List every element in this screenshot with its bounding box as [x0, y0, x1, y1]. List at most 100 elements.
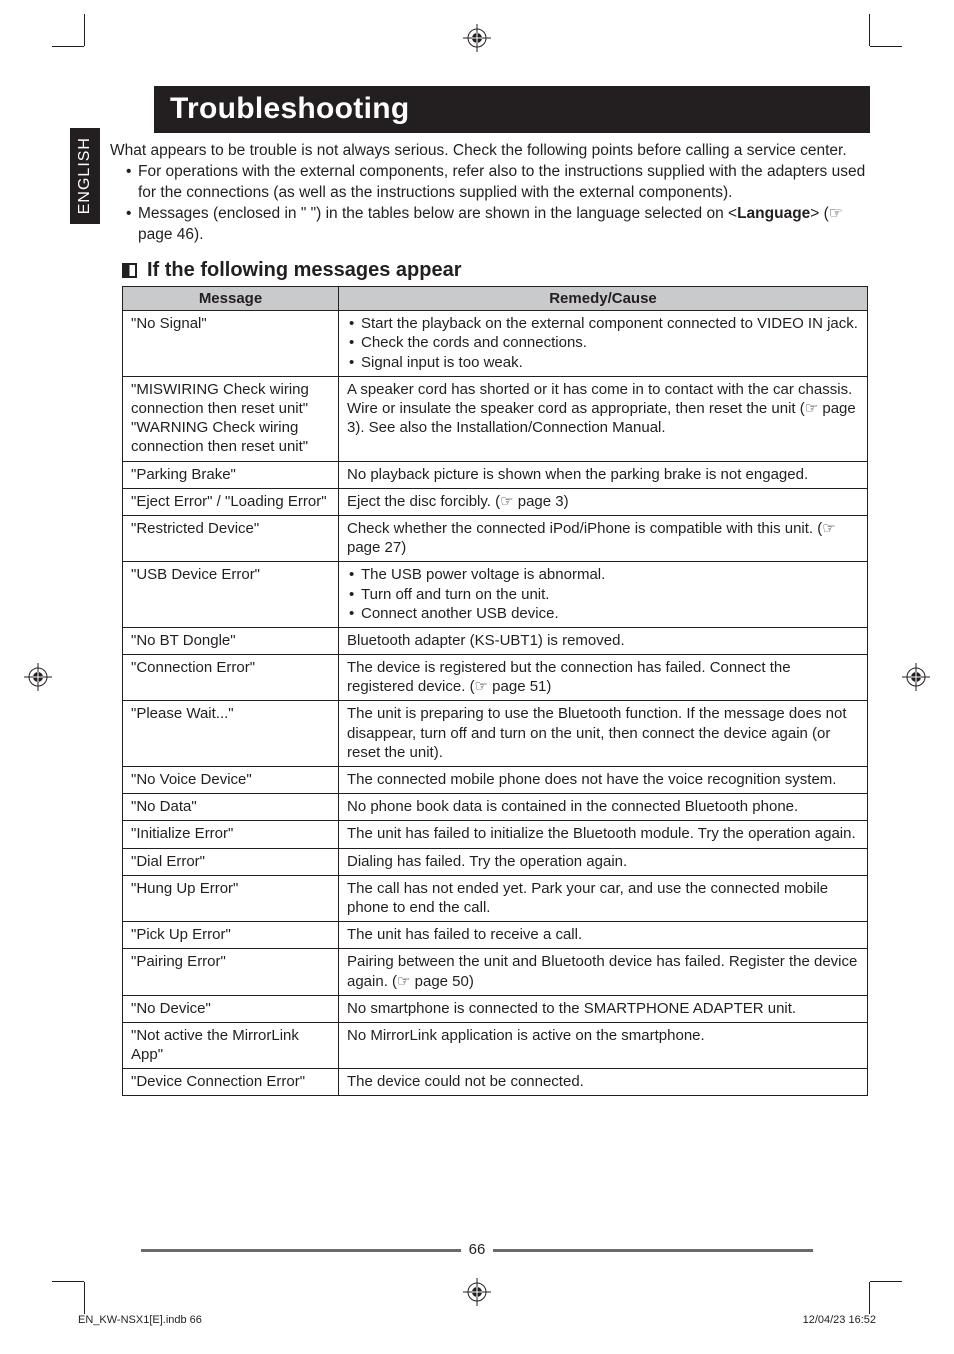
table-cell-remedy: The unit has failed to receive a call. [339, 922, 868, 949]
pager-bar-right-icon [493, 1249, 813, 1252]
table-cell-remedy: No phone book data is contained in the c… [339, 794, 868, 821]
registration-mark-icon [24, 663, 52, 691]
table-cell-message: "No Data" [123, 794, 339, 821]
language-side-tab: ENGLISH [70, 128, 100, 224]
intro-bullets: For operations with the external compone… [110, 162, 870, 245]
crop-mark-icon [869, 14, 870, 46]
table-row: "Connection Error"The device is register… [123, 655, 868, 701]
table-row: "Eject Error" / "Loading Error"Eject the… [123, 488, 868, 515]
page-content: Troubleshooting What appears to be troub… [108, 86, 870, 1096]
table-header-row: Message Remedy/Cause [123, 287, 868, 311]
table-cell-remedy: The unit has failed to initialize the Bl… [339, 821, 868, 848]
pager-bar-left-icon [141, 1249, 461, 1252]
table-row: "Pick Up Error"The unit has failed to re… [123, 922, 868, 949]
table-row: "Hung Up Error"The call has not ended ye… [123, 875, 868, 921]
remedy-list-item: Start the playback on the external compo… [347, 314, 859, 333]
page-title: Troubleshooting [170, 92, 854, 126]
language-side-tab-label: ENGLISH [76, 137, 94, 214]
table-row: "No Data"No phone book data is contained… [123, 794, 868, 821]
remedy-list-item: Connect another USB device. [347, 604, 859, 623]
table-row: "Please Wait..."The unit is preparing to… [123, 701, 868, 767]
page-number-bar: 66 [0, 1241, 954, 1260]
table-cell-message: "Please Wait..." [123, 701, 339, 767]
remedy-list-item: Turn off and turn on the unit. [347, 585, 859, 604]
footer-right: 12/04/23 16:52 [803, 1314, 876, 1326]
print-footer: EN_KW-NSX1[E].indb 66 12/04/23 16:52 [78, 1314, 876, 1326]
table-cell-remedy: The call has not ended yet. Park your ca… [339, 875, 868, 921]
remedy-list-item: Check the cords and connections. [347, 333, 859, 352]
intro-bullet: Messages (enclosed in " ") in the tables… [126, 204, 870, 245]
crop-mark-icon [52, 46, 84, 47]
table-cell-remedy: No playback picture is shown when the pa… [339, 461, 868, 488]
footer-left: EN_KW-NSX1[E].indb 66 [78, 1314, 202, 1326]
crop-mark-icon [52, 1281, 84, 1282]
table-cell-message: "No BT Dongle" [123, 627, 339, 654]
intro-bullet: For operations with the external compone… [126, 162, 870, 203]
table-col-message: Message [123, 287, 339, 311]
table-cell-message: "Not active the MirrorLink App" [123, 1022, 339, 1068]
remedy-list-item: The USB power voltage is abnormal. [347, 565, 859, 584]
page-number: 66 [469, 1241, 486, 1260]
table-row: "Pairing Error"Pairing between the unit … [123, 949, 868, 995]
table-row: "Parking Brake"No playback picture is sh… [123, 461, 868, 488]
table-col-remedy: Remedy/Cause [339, 287, 868, 311]
intro-text: What appears to be trouble is not always… [110, 141, 870, 245]
table-row: "No BT Dongle"Bluetooth adapter (KS-UBT1… [123, 627, 868, 654]
table-row: "No Voice Device"The connected mobile ph… [123, 767, 868, 794]
table-cell-message: "Initialize Error" [123, 821, 339, 848]
table-cell-message: "MISWIRING Check wiring connection then … [123, 376, 339, 461]
table-cell-remedy: Pairing between the unit and Bluetooth d… [339, 949, 868, 995]
table-cell-remedy: Bluetooth adapter (KS-UBT1) is removed. [339, 627, 868, 654]
table-cell-message: "Device Connection Error" [123, 1069, 339, 1096]
table-row: "No Signal" Start the playback on the ext… [123, 311, 868, 377]
crop-mark-icon [869, 1282, 870, 1314]
page: ENGLISH Troubleshooting What appears to … [0, 0, 954, 1354]
table-cell-remedy: The USB power voltage is abnormal.Turn o… [339, 562, 868, 628]
crop-mark-icon [84, 1282, 85, 1314]
table-row: "Device Connection Error"The device coul… [123, 1069, 868, 1096]
crop-mark-icon [870, 46, 902, 47]
table-cell-message: "Pairing Error" [123, 949, 339, 995]
table-cell-message: "No Signal" [123, 311, 339, 377]
table-cell-message: "Dial Error" [123, 848, 339, 875]
table-cell-message: "Parking Brake" [123, 461, 339, 488]
section-bullet-icon [122, 263, 137, 278]
table-cell-remedy: The device could not be connected. [339, 1069, 868, 1096]
table-row: "Not active the MirrorLink App"No Mirror… [123, 1022, 868, 1068]
table-cell-message: "Restricted Device" [123, 515, 339, 561]
table-cell-remedy: No smartphone is connected to the SMARTP… [339, 995, 868, 1022]
table-cell-message: "No Voice Device" [123, 767, 339, 794]
table-cell-remedy: Dialing has failed. Try the operation ag… [339, 848, 868, 875]
table-row: "Initialize Error"The unit has failed to… [123, 821, 868, 848]
remedy-list-item: Signal input is too weak. [347, 353, 859, 372]
table-cell-message: "Hung Up Error" [123, 875, 339, 921]
crop-mark-icon [870, 1281, 902, 1282]
messages-table: Message Remedy/Cause "No Signal" Start th… [122, 286, 868, 1096]
table-cell-message: "Eject Error" / "Loading Error" [123, 488, 339, 515]
table-cell-remedy: A speaker cord has shorted or it has com… [339, 376, 868, 461]
table-row: "Dial Error"Dialing has failed. Try the … [123, 848, 868, 875]
table-cell-message: "Pick Up Error" [123, 922, 339, 949]
table-row: "No Device"No smartphone is connected to… [123, 995, 868, 1022]
table-cell-message: "No Device" [123, 995, 339, 1022]
section-heading: If the following messages appear [122, 259, 870, 282]
registration-mark-icon [463, 24, 491, 52]
intro-lead: What appears to be trouble is not always… [110, 141, 870, 161]
table-cell-message: "Connection Error" [123, 655, 339, 701]
table-row: "USB Device Error"The USB power voltage … [123, 562, 868, 628]
section-heading-text: If the following messages appear [147, 259, 462, 282]
table-cell-remedy: The unit is preparing to use the Bluetoo… [339, 701, 868, 767]
crop-mark-icon [84, 14, 85, 46]
table-cell-remedy: The connected mobile phone does not have… [339, 767, 868, 794]
table-cell-remedy: The device is registered but the connect… [339, 655, 868, 701]
table-cell-message: "USB Device Error" [123, 562, 339, 628]
table-cell-remedy: Eject the disc forcibly. (☞ page 3) [339, 488, 868, 515]
table-cell-remedy: Start the playback on the external compo… [339, 311, 868, 377]
title-bar: Troubleshooting [154, 86, 870, 133]
table-cell-remedy: Check whether the connected iPod/iPhone … [339, 515, 868, 561]
table-cell-remedy: No MirrorLink application is active on t… [339, 1022, 868, 1068]
table-row: "MISWIRING Check wiring connection then … [123, 376, 868, 461]
registration-mark-icon [902, 663, 930, 691]
table-row: "Restricted Device"Check whether the con… [123, 515, 868, 561]
registration-mark-icon [463, 1278, 491, 1306]
